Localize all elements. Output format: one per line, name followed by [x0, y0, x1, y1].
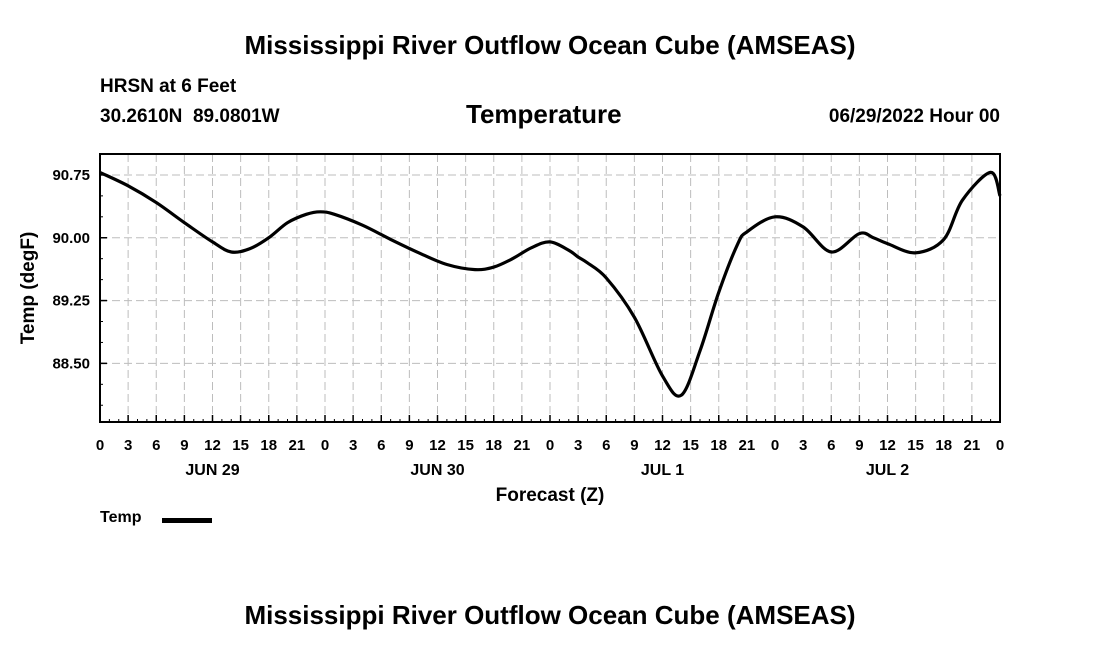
- station-label: HRSN at 6 Feet: [100, 76, 237, 97]
- legend-label: Temp: [100, 509, 142, 526]
- chart-subtitle: Temperature: [466, 99, 622, 129]
- x-tick-label: 18: [260, 437, 277, 454]
- x-tick-label: 6: [827, 437, 835, 454]
- x-tick-label: 21: [514, 437, 531, 454]
- x-tick-label: 15: [232, 437, 249, 454]
- x-day-label: JUL 1: [641, 462, 684, 479]
- x-tick-label: 0: [771, 437, 779, 454]
- x-tick-label: 15: [682, 437, 699, 454]
- x-tick-label: 3: [574, 437, 582, 454]
- x-tick-label: 9: [855, 437, 863, 454]
- x-tick-label: 6: [152, 437, 160, 454]
- location-label: 30.2610N 89.0801W: [100, 106, 280, 127]
- x-day-label: JUN 29: [185, 462, 239, 479]
- y-axis-label: Temp (degF): [18, 232, 39, 345]
- x-day-label: JUN 30: [410, 462, 464, 479]
- x-tick-label: 12: [879, 437, 896, 454]
- temp-series-line: [99, 170, 1002, 398]
- x-tick-label: 6: [377, 437, 385, 454]
- x-tick-label: 12: [654, 437, 671, 454]
- x-tick-label: 0: [321, 437, 329, 454]
- x-tick-label: 15: [907, 437, 924, 454]
- x-tick-label: 0: [996, 437, 1004, 454]
- x-tick-label: 18: [485, 437, 502, 454]
- x-tick-label: 21: [289, 437, 306, 454]
- y-tick-label: 89.25: [52, 293, 90, 310]
- x-tick-label: 0: [546, 437, 554, 454]
- y-tick-label: 90.00: [52, 230, 90, 247]
- y-tick-label: 90.75: [52, 167, 90, 184]
- footer-title: Mississippi River Outflow Ocean Cube (AM…: [244, 600, 856, 630]
- datetime-label: 06/29/2022 Hour 00: [828, 106, 1000, 127]
- chart-title: Mississippi River Outflow Ocean Cube (AM…: [244, 30, 856, 60]
- x-tick-label: 18: [710, 437, 727, 454]
- x-tick-label: 12: [204, 437, 221, 454]
- x-tick-label: 0: [96, 437, 104, 454]
- x-day-label: JUL 2: [866, 462, 909, 479]
- x-tick-label: 3: [124, 437, 132, 454]
- x-tick-label: 6: [602, 437, 610, 454]
- legend-line-swatch: [162, 518, 212, 523]
- x-tick-label: 3: [349, 437, 357, 454]
- x-tick-label: 9: [180, 437, 188, 454]
- x-tick-label: 21: [964, 437, 981, 454]
- x-tick-label: 9: [630, 437, 638, 454]
- x-tick-label: 3: [799, 437, 807, 454]
- x-tick-label: 9: [405, 437, 413, 454]
- x-tick-label: 12: [429, 437, 446, 454]
- x-tick-label: 15: [457, 437, 474, 454]
- x-tick-label: 21: [739, 437, 756, 454]
- x-tick-label: 18: [935, 437, 952, 454]
- y-tick-label: 88.50: [52, 355, 90, 372]
- x-axis-label: Forecast (Z): [496, 485, 605, 506]
